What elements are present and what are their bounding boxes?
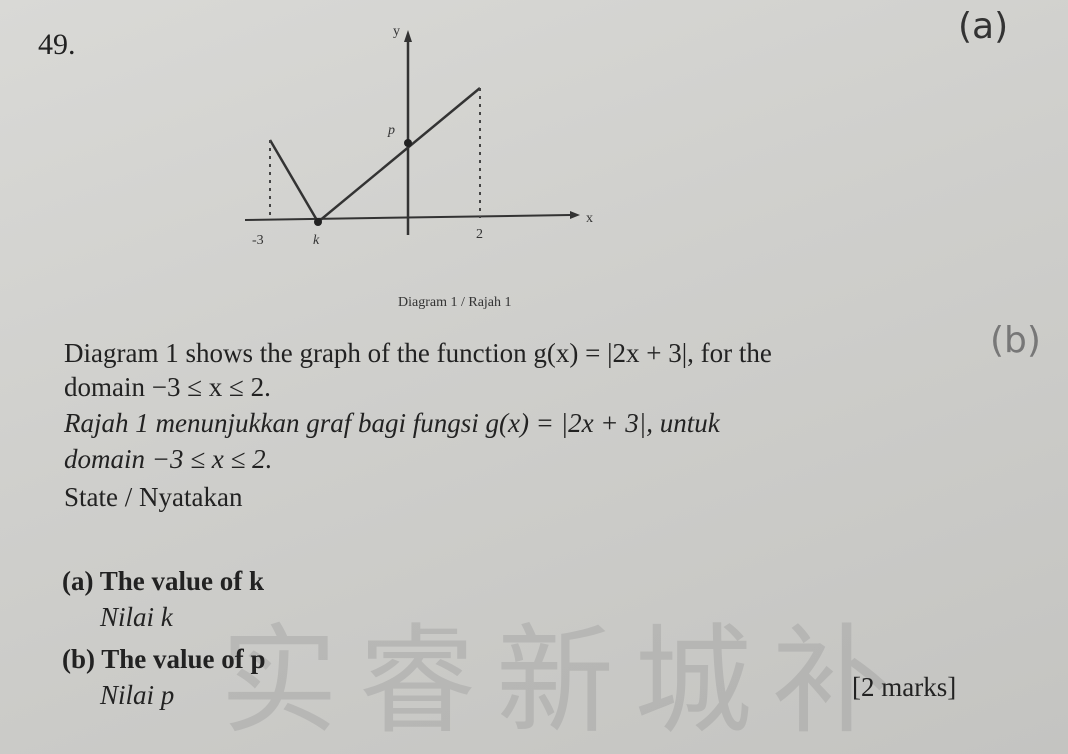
diagram: y x p -3 k 2 Diagram 1 / Rajah 1 [244,24,593,310]
graph [268,87,481,224]
part-b: (b) The value of p [62,644,266,674]
marks: [2 marks] [852,672,957,702]
vertex [314,218,322,226]
x-arrow [570,211,580,219]
handwritten-a: (a) [958,6,1009,47]
text-line: Rajah 1 menunjukkan graf bagi fungsi g(x… [64,408,720,438]
x-tick-label: 2 [476,227,483,242]
question-number: 49. [38,28,76,61]
instruction: State / Nyatakan [64,482,243,512]
y-arrow [404,30,412,42]
text-line: domain −3 ≤ x ≤ 2. [64,444,273,474]
point-p [404,139,412,147]
part-a-malay: Nilai k [100,602,173,632]
text-line: Diagram 1 shows the graph of the functio… [64,338,772,368]
x-tick-label: k [313,233,320,248]
watermark: 实睿新城补 [220,612,911,750]
y-label: y [393,24,400,39]
x-label: x [586,211,593,226]
caption: Diagram 1 / Rajah 1 [398,295,512,310]
point-label: p [387,123,395,138]
handwritten-b: (b) [990,320,1041,361]
text-line: domain −3 ≤ x ≤ 2. [64,372,271,402]
part-a: (a) The value of k [62,566,265,596]
x-tick-label: -3 [252,233,264,248]
part-b-malay: Nilai p [100,680,175,710]
